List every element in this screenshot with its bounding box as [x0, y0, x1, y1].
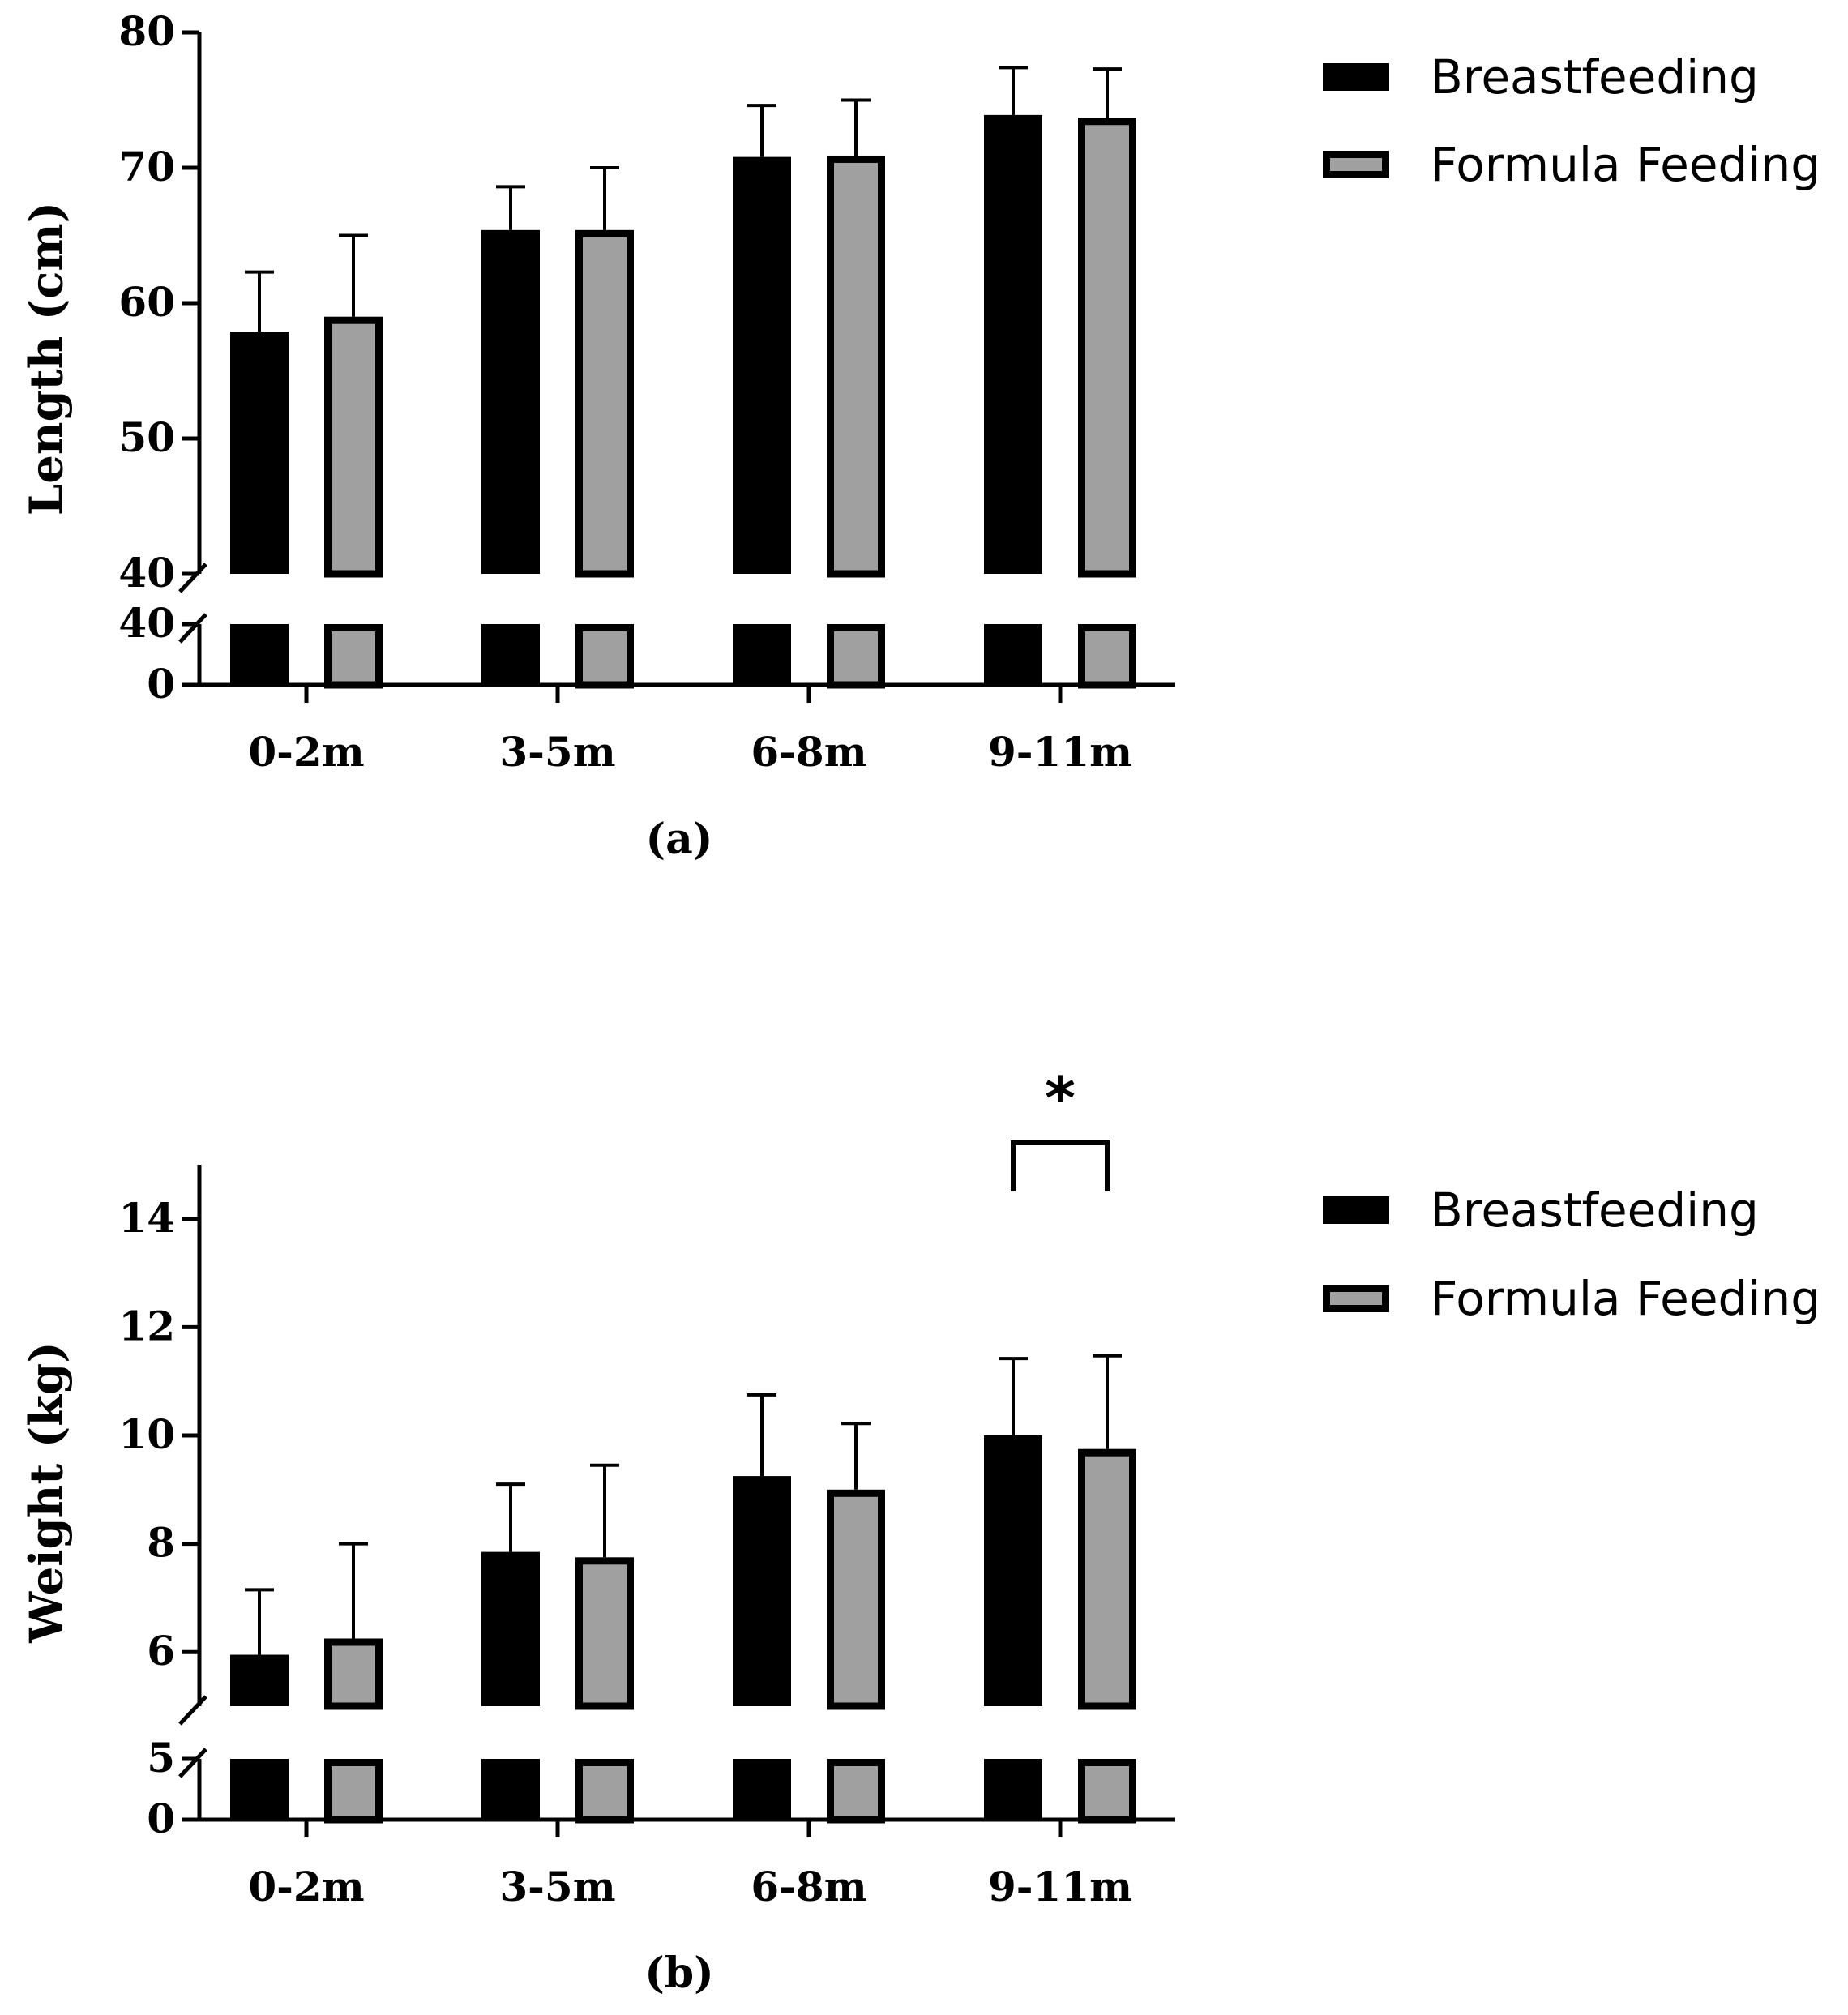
bar-breastfeeding-lower-0-2m	[230, 1759, 289, 1820]
bar-formula-lower-6-8m	[827, 1759, 885, 1824]
significance-bracket	[1011, 1140, 1110, 1191]
axis-break-mark-lower	[178, 1748, 207, 1778]
panel-label: (b)	[644, 1949, 714, 1998]
x-tick-label: 0-2m	[248, 1863, 364, 1910]
y-tick-label: 0	[147, 1795, 175, 1842]
x-tick-label: 6-8m	[751, 728, 866, 776]
y-tick-label: 12	[118, 1302, 175, 1350]
panel-b: 0 5 6 8 10 12 14 0-2m 3-5m 6-8m 9-11m Weight (kg) (b…	[20, 1064, 1820, 1998]
x-tick-label: 6-8m	[751, 1863, 866, 1910]
y-tick-label: 80	[118, 7, 175, 55]
legend-label-formula: Formula Feeding	[1431, 1271, 1820, 1326]
x-tick-label: 0-2m	[248, 728, 364, 776]
bar-breastfeeding-upper-6-8m	[733, 156, 791, 574]
bar-breastfeeding-lower-3-5m	[481, 1759, 540, 1820]
bar-formula-lower-0-2m	[324, 1759, 383, 1824]
bar-breastfeeding-upper-6-8m	[733, 1476, 791, 1706]
y-axis-title: Length (cm)	[20, 202, 74, 516]
bar-formula-upper-3-5m	[575, 229, 634, 578]
y-tick-label: 0	[147, 660, 175, 708]
legend-label-breastfeeding: Breastfeeding	[1431, 49, 1759, 105]
y-tick-label: 6	[147, 1627, 175, 1675]
y-tick-label: 60	[118, 278, 175, 326]
x-tick-label: 9-11m	[988, 728, 1132, 776]
x-tick-label: 3-5m	[499, 1863, 615, 1910]
y-tick-label: 14	[118, 1194, 175, 1242]
x-tick-label: 9-11m	[988, 1863, 1132, 1910]
bar-breastfeeding-upper-9-11m	[984, 1435, 1042, 1706]
bar-formula-upper-0-2m	[324, 1638, 383, 1710]
bar-breastfeeding-upper-3-5m	[481, 229, 540, 574]
legend-swatch-breastfeeding	[1323, 63, 1389, 91]
bar-formula-lower-6-8m	[827, 624, 885, 689]
legend-label-formula: Formula Feeding	[1431, 137, 1820, 192]
bar-breastfeeding-upper-0-2m	[230, 1654, 289, 1706]
bar-breastfeeding-lower-9-11m	[984, 1759, 1042, 1820]
axis-break-mark-upper	[178, 563, 207, 593]
y-tick-label: 40	[118, 599, 175, 647]
bar-formula-upper-6-8m	[827, 1489, 885, 1710]
bar-breastfeeding-lower-0-2m	[230, 624, 289, 685]
bar-breastfeeding-lower-6-8m	[733, 1759, 791, 1820]
bar-breastfeeding-lower-9-11m	[984, 624, 1042, 685]
x-tick-label: 3-5m	[499, 728, 615, 776]
y-tick-label: 40	[118, 549, 175, 597]
bar-formula-upper-0-2m	[324, 316, 383, 578]
bar-formula-lower-0-2m	[324, 624, 383, 689]
panel-label: (a)	[646, 815, 713, 864]
legend-label-breastfeeding: Breastfeeding	[1431, 1183, 1759, 1238]
bar-breastfeeding-upper-9-11m	[984, 114, 1042, 574]
bar-breastfeeding-lower-6-8m	[733, 624, 791, 685]
bar-formula-lower-3-5m	[575, 1759, 634, 1824]
y-tick-label: 10	[118, 1410, 175, 1458]
bar-formula-upper-3-5m	[575, 1557, 634, 1710]
legend-swatch-formula	[1323, 1285, 1389, 1312]
bar-breastfeeding-upper-0-2m	[230, 332, 289, 574]
bar-breastfeeding-upper-3-5m	[481, 1551, 540, 1706]
bar-formula-lower-9-11m	[1078, 624, 1136, 689]
bar-formula-upper-6-8m	[827, 155, 885, 578]
axis-break-mark-lower	[178, 613, 207, 644]
y-tick-label: 5	[147, 1734, 175, 1782]
y-axis-title: Weight (kg)	[20, 1341, 74, 1643]
y-tick-label: 70	[118, 143, 175, 190]
bar-formula-upper-9-11m	[1078, 1448, 1136, 1710]
axis-break-mark-upper	[178, 1695, 207, 1726]
bar-formula-lower-3-5m	[575, 624, 634, 689]
legend-swatch-formula	[1323, 151, 1389, 178]
bar-breastfeeding-lower-3-5m	[481, 624, 540, 685]
y-tick-label: 8	[147, 1519, 175, 1567]
y-tick-label: 50	[118, 413, 175, 461]
legend-swatch-breastfeeding	[1323, 1196, 1389, 1224]
bar-formula-upper-9-11m	[1078, 118, 1136, 578]
bar-formula-lower-9-11m	[1078, 1759, 1136, 1824]
significance-star: *	[1045, 1064, 1076, 1132]
